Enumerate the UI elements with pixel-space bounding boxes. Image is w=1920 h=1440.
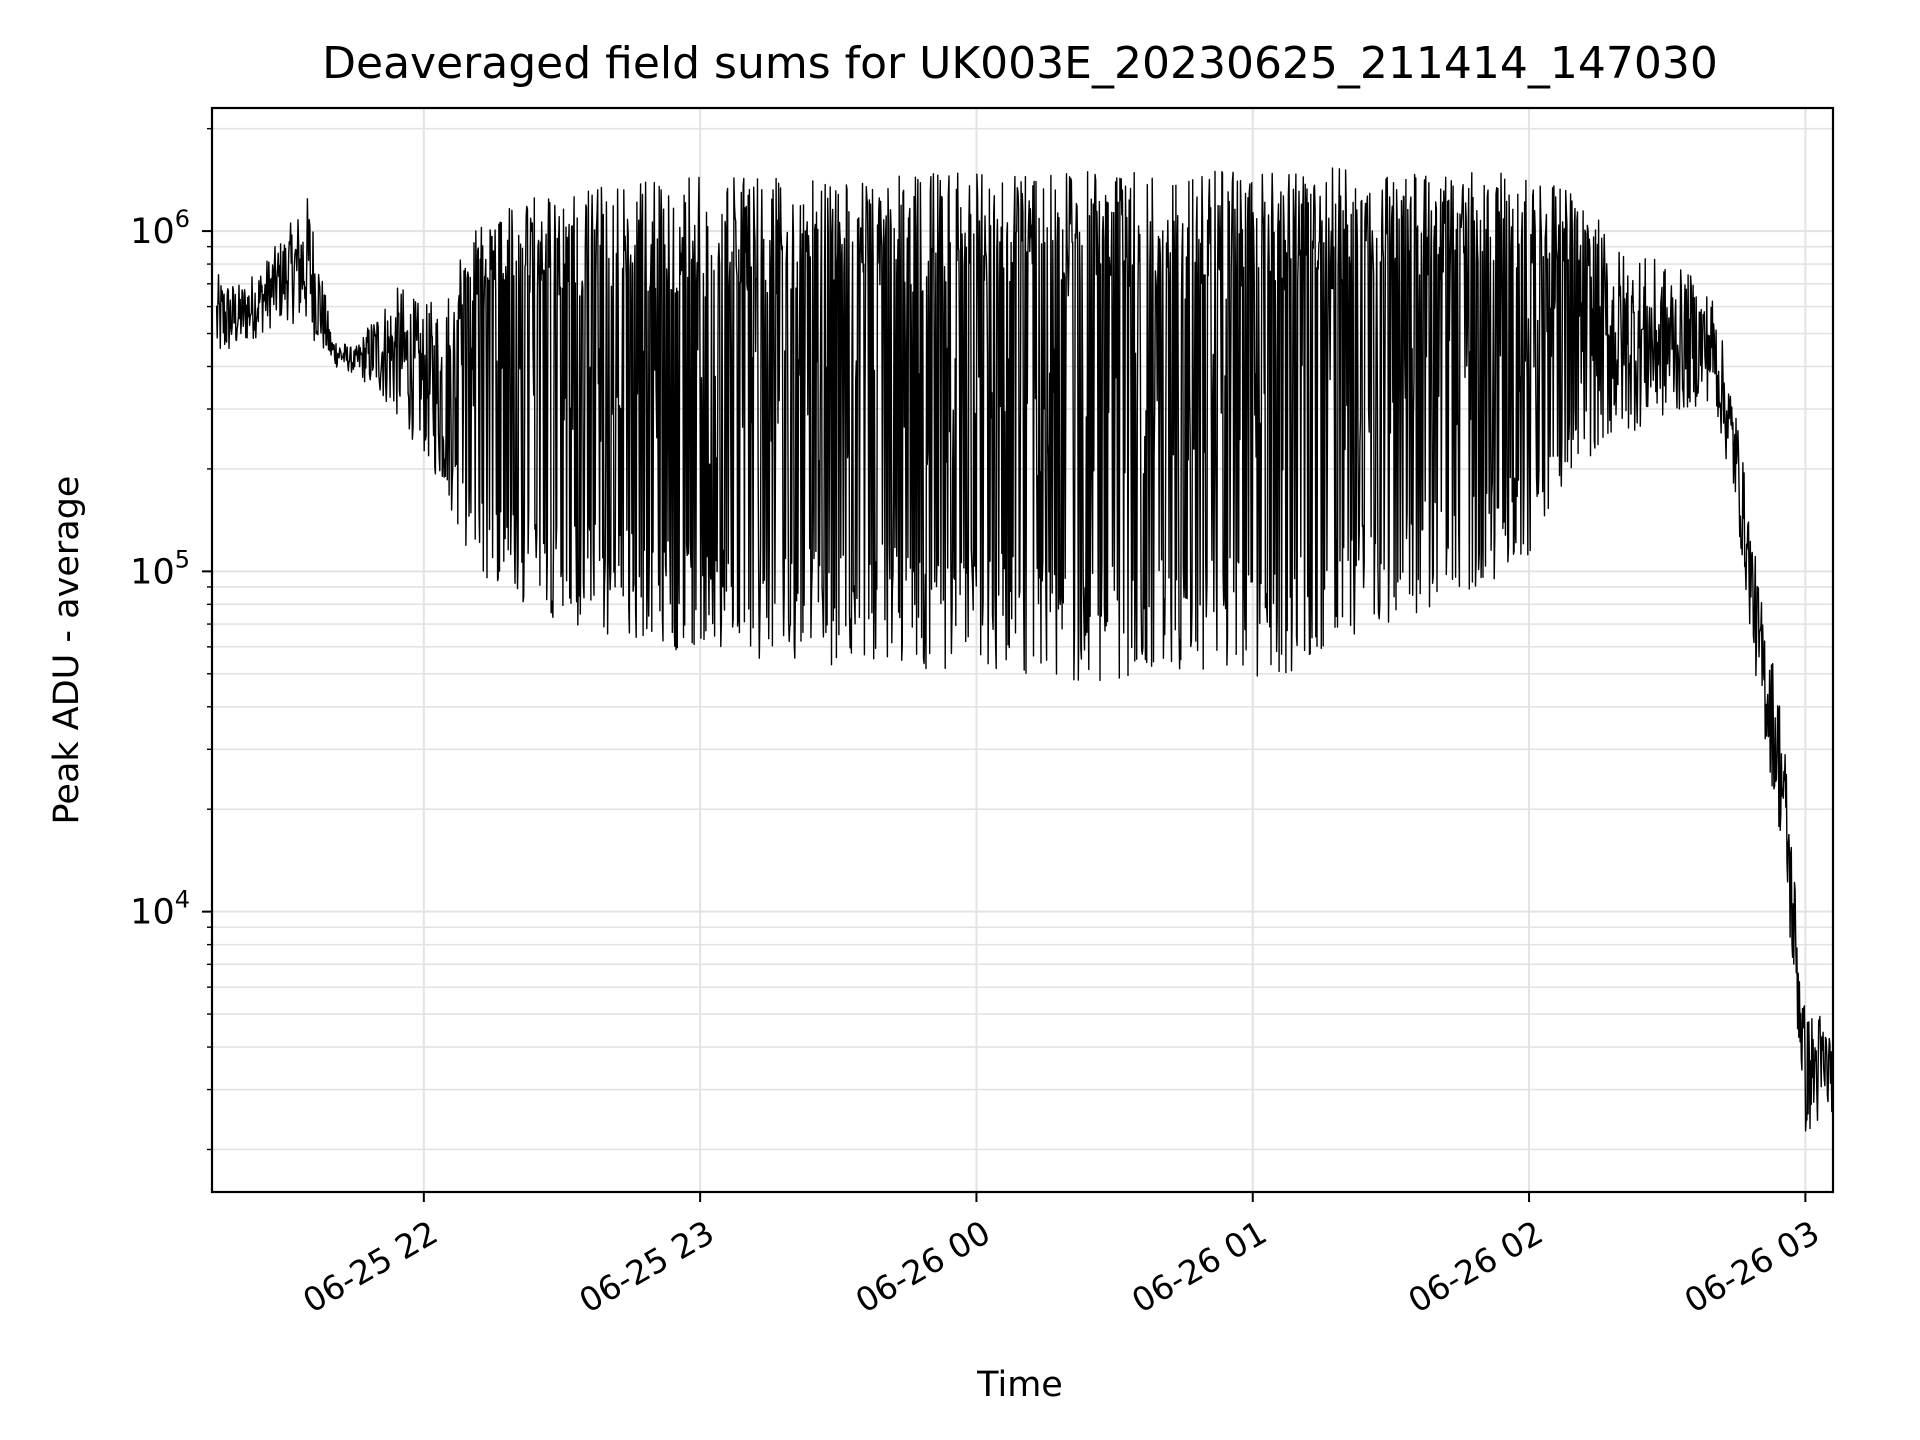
y-tick-exponent: 4 xyxy=(175,886,190,914)
series-line xyxy=(215,167,1834,1132)
y-tick-exponent: 5 xyxy=(175,545,190,573)
y-tick-base: 10 xyxy=(130,212,175,252)
data-layer xyxy=(215,167,1834,1132)
x-axis-label: Time xyxy=(976,1365,1063,1405)
y-tick-base: 10 xyxy=(130,893,175,933)
y-axis-label: Peak ADU - average xyxy=(47,476,87,825)
y-tick-label: 104 xyxy=(130,886,190,933)
chart-title: Deaveraged field sums for UK003E_2023062… xyxy=(322,38,1718,89)
y-tick-label: 106 xyxy=(130,205,190,252)
y-tick-exponent: 6 xyxy=(175,205,190,233)
y-tick-label: 105 xyxy=(130,545,190,592)
plot-frame xyxy=(210,106,1835,1194)
y-tick-base: 10 xyxy=(130,552,175,592)
